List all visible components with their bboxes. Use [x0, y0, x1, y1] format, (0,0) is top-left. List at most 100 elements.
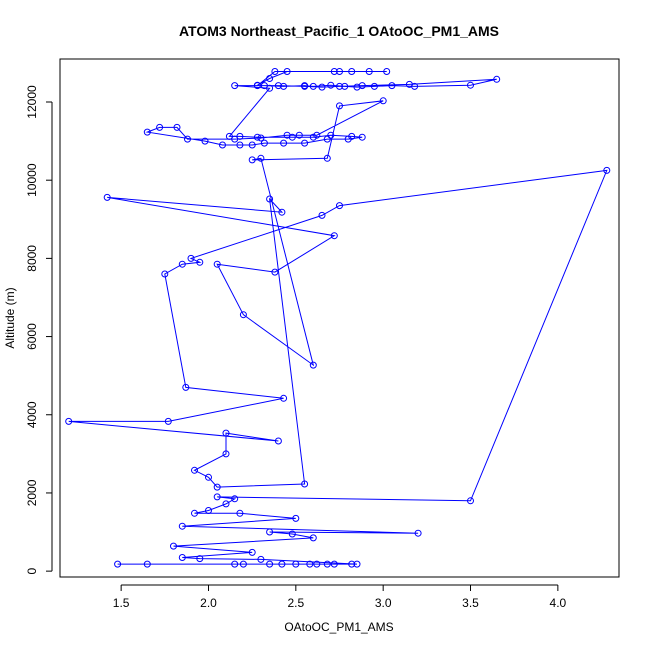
data-point: [330, 560, 338, 568]
data-point: [257, 134, 265, 142]
data-point: [292, 514, 300, 522]
data-point: [278, 560, 286, 568]
y-tick-label: 10000: [25, 163, 39, 197]
data-point: [187, 254, 195, 262]
data-point: [274, 437, 282, 445]
data-point: [201, 137, 209, 145]
data-point: [348, 68, 356, 75]
data-point: [309, 133, 317, 141]
data-point: [143, 560, 151, 568]
data-point: [414, 529, 422, 537]
data-point: [330, 232, 338, 240]
data-point: [388, 82, 396, 90]
data-point: [318, 83, 326, 91]
data-point: [248, 141, 256, 149]
data-point: [260, 139, 268, 147]
data-point: [318, 211, 326, 219]
series-layer: [65, 68, 611, 568]
y-tick-label: 2000: [25, 479, 39, 506]
data-point: [239, 560, 247, 568]
data-point: [358, 133, 366, 141]
data-point: [603, 166, 611, 174]
data-point: [323, 154, 331, 162]
data-point: [266, 75, 274, 82]
data-point: [248, 156, 256, 164]
data-point: [236, 132, 244, 140]
data-point: [301, 480, 309, 488]
data-point: [280, 82, 288, 90]
data-point: [257, 154, 265, 162]
data-point: [309, 82, 317, 90]
data-point: [327, 81, 335, 89]
data-point: [178, 554, 186, 561]
data-point: [336, 68, 343, 75]
data-point: [213, 260, 221, 268]
data-point: [353, 560, 361, 568]
data-point: [231, 82, 239, 90]
data-point: [292, 560, 300, 568]
data-point: [271, 268, 279, 276]
data-point: [283, 68, 291, 75]
data-point: [336, 202, 343, 210]
data-point: [222, 450, 230, 458]
data-point: [196, 555, 204, 563]
y-axis-label: Altitude (m): [3, 287, 17, 348]
data-point: [266, 560, 274, 568]
data-point: [266, 195, 274, 203]
data-point: [178, 260, 186, 268]
y-tick-label: 0: [25, 567, 39, 574]
x-tick-label: 2.0: [200, 596, 217, 610]
data-point: [323, 560, 331, 568]
data-point: [184, 135, 191, 143]
data-point: [306, 560, 314, 568]
data-point: [143, 128, 151, 136]
y-tick-label: 12000: [25, 85, 39, 119]
data-point: [253, 81, 261, 89]
data-point: [271, 68, 279, 75]
data-point: [309, 534, 317, 542]
x-axis: 1.5 2.0 2.5 3.0 3.5 4.0: [113, 584, 567, 610]
data-point: [178, 522, 186, 530]
data-point: [336, 102, 343, 110]
x-tick-label: 1.5: [113, 596, 130, 610]
data-point: [309, 361, 317, 369]
data-point: [239, 311, 247, 319]
data-point: [370, 82, 378, 90]
data-point: [173, 123, 181, 131]
chart-title: ATOM3 Northeast_Pacific_1 OAtoOC_PM1_AMS: [179, 23, 499, 39]
data-point: [213, 483, 221, 491]
data-point: [219, 141, 226, 149]
series-line: [68, 71, 608, 565]
x-axis-label: OAtoOC_PM1_AMS: [284, 620, 393, 634]
x-tick-label: 3.5: [462, 596, 479, 610]
data-point: [231, 560, 239, 568]
data-point: [161, 270, 169, 278]
data-point: [191, 466, 198, 474]
data-point: [278, 208, 286, 216]
data-point: [467, 497, 474, 505]
data-point: [205, 507, 212, 514]
data-point: [348, 132, 356, 140]
data-point: [222, 500, 230, 508]
data-point: [260, 82, 268, 90]
data-point: [358, 82, 366, 90]
data-point: [225, 132, 233, 140]
data-point: [236, 141, 244, 149]
data-point: [288, 530, 296, 538]
data-point: [301, 82, 309, 90]
data-point: [365, 68, 373, 75]
data-point: [379, 97, 387, 105]
data-point: [236, 509, 244, 517]
data-point: [330, 68, 338, 75]
data-point: [280, 139, 288, 147]
data-point: [114, 560, 122, 568]
data-point: [493, 75, 501, 83]
data-point: [156, 123, 164, 131]
data-point: [182, 383, 190, 391]
data-point: [348, 560, 356, 568]
data-point: [65, 417, 73, 425]
data-point: [257, 555, 265, 563]
data-point: [327, 131, 335, 139]
